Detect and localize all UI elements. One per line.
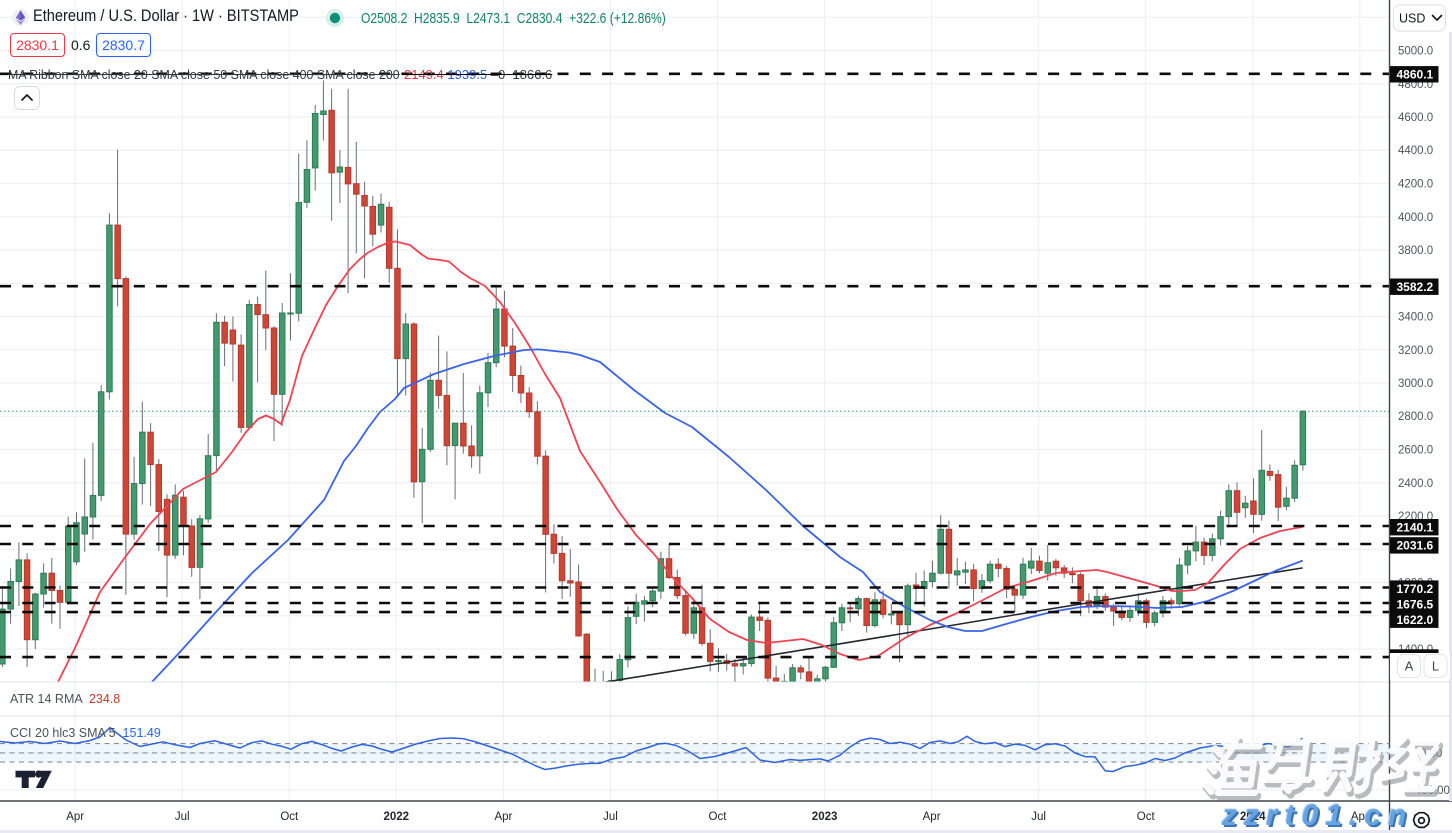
svg-text:Jul: Jul <box>603 811 618 823</box>
svg-text:3400.0: 3400.0 <box>1398 312 1433 324</box>
svg-text:2800.0: 2800.0 <box>1398 411 1433 423</box>
svg-text:1622.0: 1622.0 <box>1397 613 1434 627</box>
svg-text:2140.1: 2140.1 <box>1397 521 1434 535</box>
svg-text:3582.2: 3582.2 <box>1397 280 1434 294</box>
svg-text:USD: USD <box>1399 12 1425 26</box>
svg-text:Jul: Jul <box>1031 811 1046 823</box>
svg-text:2024: 2024 <box>1240 811 1266 823</box>
svg-text:1676.5: 1676.5 <box>1397 598 1434 612</box>
svg-text:Apr: Apr <box>923 811 941 823</box>
svg-text:Apr: Apr <box>66 811 84 823</box>
svg-text:Jul: Jul <box>175 811 190 823</box>
svg-text:2023: 2023 <box>812 811 838 823</box>
svg-text:1770.2: 1770.2 <box>1397 582 1434 596</box>
svg-text:5000.0: 5000.0 <box>1398 46 1433 58</box>
svg-text:3200.0: 3200.0 <box>1398 345 1433 357</box>
svg-text:4200.0: 4200.0 <box>1398 179 1433 191</box>
svg-text:Apr: Apr <box>1351 811 1369 823</box>
svg-text:Oct: Oct <box>1137 811 1156 823</box>
svg-text:2022: 2022 <box>384 811 410 823</box>
svg-text:3800.0: 3800.0 <box>1398 245 1433 257</box>
svg-text:Oct: Oct <box>709 811 728 823</box>
svg-text:4000.0: 4000.0 <box>1398 212 1433 224</box>
svg-text:L: L <box>1432 659 1439 674</box>
svg-text:Oct: Oct <box>280 811 299 823</box>
svg-text:2031.6: 2031.6 <box>1397 539 1434 553</box>
svg-text:4400.0: 4400.0 <box>1398 145 1433 157</box>
svg-text:A: A <box>1405 659 1414 674</box>
svg-text:4860.1: 4860.1 <box>1397 68 1434 82</box>
svg-text:Apr: Apr <box>494 811 512 823</box>
svg-text:3000.0: 3000.0 <box>1398 378 1433 390</box>
svg-text:4600.0: 4600.0 <box>1398 112 1433 124</box>
svg-text:2400.0: 2400.0 <box>1398 478 1433 490</box>
svg-text:2600.0: 2600.0 <box>1398 445 1433 457</box>
